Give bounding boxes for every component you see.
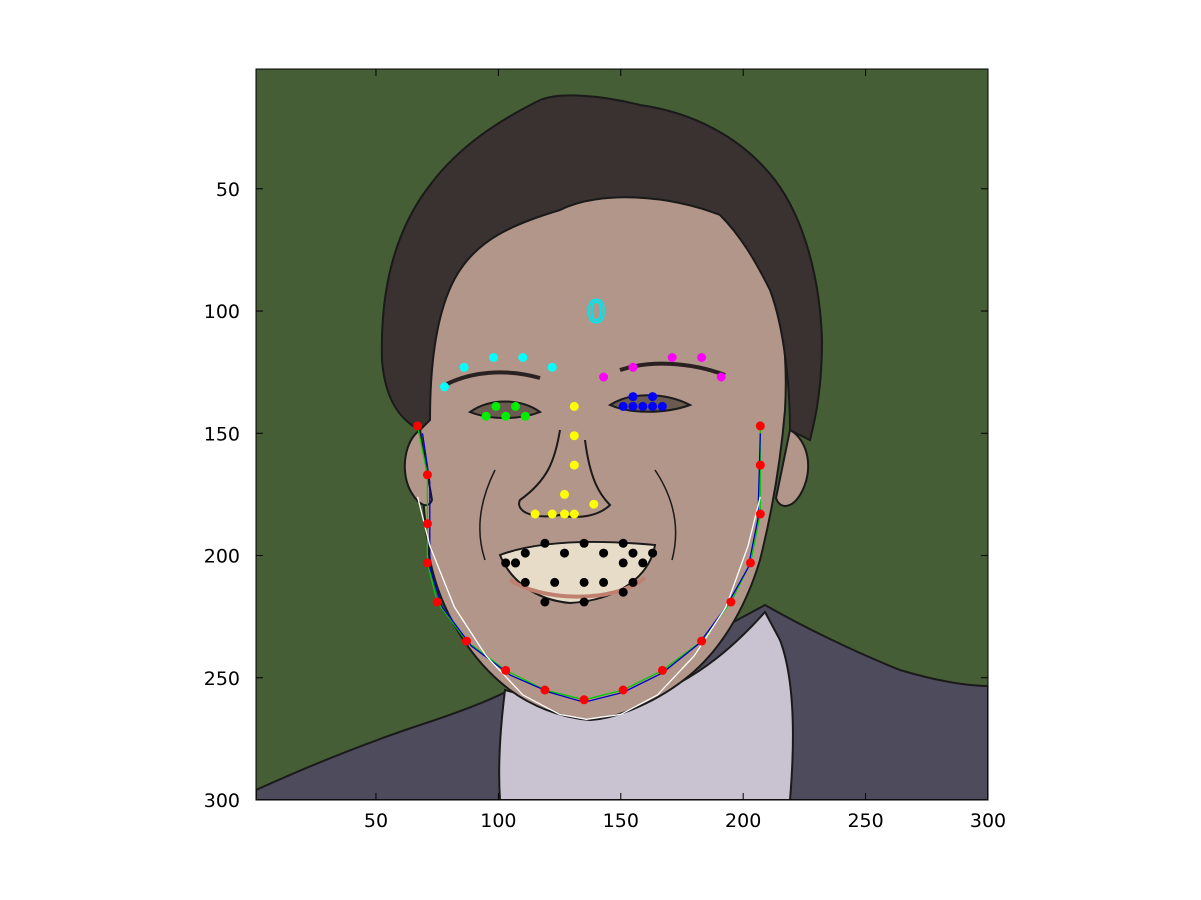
- face-image: [256, 69, 988, 800]
- landmark-point: [422, 519, 432, 529]
- landmark-point: [638, 401, 648, 411]
- landmark-point: [520, 577, 530, 587]
- landmark-point: [589, 499, 599, 509]
- landmark-point: [540, 538, 550, 548]
- landmark-point: [481, 411, 491, 421]
- landmark-point: [518, 353, 528, 362]
- y-tick-label: 300: [204, 790, 240, 812]
- landmark-point: [628, 401, 638, 411]
- y-tick-label: 250: [204, 668, 240, 690]
- landmark-point: [755, 509, 765, 519]
- y-tick-label: 50: [216, 179, 240, 201]
- landmark-point: [628, 577, 638, 587]
- x-tick-label: 250: [847, 810, 883, 832]
- landmark-point: [547, 509, 557, 519]
- landmark-point: [618, 401, 628, 411]
- x-axis: 50 100 150 200 250 300: [364, 69, 1006, 832]
- cheek-line-left: [479, 469, 496, 561]
- axes-frame: [255, 68, 989, 801]
- landmark-point: [540, 597, 550, 607]
- landmark-point: [716, 372, 726, 382]
- landmark-point: [657, 401, 667, 411]
- x-tick-label: 300: [970, 810, 1006, 832]
- landmark-point: [618, 685, 628, 695]
- landmark-point: [657, 665, 667, 675]
- cheek-line-right: [654, 469, 677, 561]
- left-ear: [403, 428, 434, 507]
- landmark-point: [422, 558, 432, 568]
- left-eyebrow: [444, 370, 541, 387]
- annotation-layer: 0: [586, 294, 607, 331]
- landmark-point: [491, 401, 501, 411]
- landmark-points: [413, 353, 765, 705]
- hair-shape: [380, 94, 824, 442]
- landmark-point: [501, 411, 511, 421]
- landmark-point: [697, 636, 707, 646]
- landmark-point: [579, 538, 589, 548]
- landmark-point: [755, 460, 765, 470]
- landmark-point: [618, 587, 628, 597]
- landmark-point: [501, 665, 511, 675]
- landmark-point: [569, 509, 579, 519]
- landmark-point: [550, 577, 560, 587]
- landmark-point: [755, 421, 765, 431]
- y-axis: 50 100 150 200 250 300: [204, 179, 988, 812]
- landmark-point: [628, 392, 638, 402]
- landmark-point: [462, 636, 471, 646]
- landmark-point: [560, 548, 569, 558]
- landmark-point: [520, 548, 530, 558]
- landmark-point: [579, 577, 589, 587]
- landmark-point: [667, 353, 677, 362]
- landmark-point: [422, 470, 432, 480]
- nose-outline: [518, 429, 612, 518]
- landmark-point: [511, 401, 520, 411]
- landmark-point: [501, 558, 511, 568]
- right-ear: [774, 428, 810, 507]
- landmark-point: [440, 382, 449, 392]
- y-tick-label: 150: [204, 423, 240, 445]
- landmark-point: [697, 353, 707, 362]
- landmark-point: [569, 460, 579, 470]
- landmark-point: [746, 558, 755, 568]
- landmark-point: [618, 558, 628, 568]
- contour-curve-2: [416, 496, 761, 720]
- annotation-label: 0: [587, 295, 606, 330]
- landmark-point: [599, 372, 609, 382]
- landmark-point: [489, 353, 498, 362]
- landmark-point: [628, 548, 638, 558]
- landmark-point: [648, 548, 658, 558]
- y-tick-label: 200: [204, 546, 240, 568]
- landmark-point: [432, 597, 442, 607]
- x-tick-label: 200: [725, 810, 761, 832]
- landmark-point: [628, 362, 638, 372]
- landmark-point: [648, 392, 658, 402]
- landmark-point: [530, 509, 540, 519]
- landmark-point: [520, 411, 530, 421]
- landmark-point: [560, 489, 569, 499]
- landmark-point: [726, 597, 736, 607]
- x-tick-label: 50: [364, 810, 388, 832]
- landmark-point: [648, 401, 658, 411]
- x-tick-label: 150: [603, 810, 639, 832]
- landmark-point: [511, 558, 520, 568]
- landmark-point: [599, 577, 609, 587]
- x-tick-label: 100: [480, 810, 516, 832]
- landmark-point: [547, 362, 557, 372]
- landmark-point: [569, 431, 579, 441]
- landmark-point: [579, 695, 589, 705]
- landmark-point: [459, 362, 469, 372]
- y-tick-label: 100: [204, 301, 240, 323]
- landmark-point: [638, 558, 648, 568]
- landmark-point: [618, 538, 628, 548]
- landmark-point: [560, 509, 569, 519]
- landmark-point: [599, 548, 609, 558]
- landmark-point: [569, 401, 579, 411]
- landmark-point: [413, 421, 423, 431]
- landmark-point: [540, 685, 550, 695]
- landmark-point: [579, 597, 589, 607]
